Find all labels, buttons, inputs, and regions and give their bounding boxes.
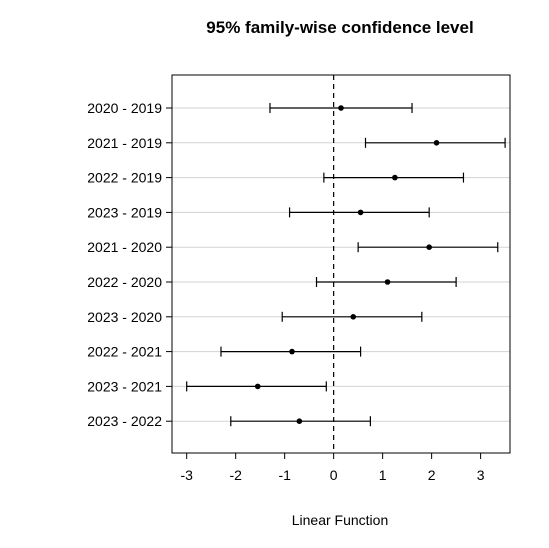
estimate-point	[426, 244, 432, 250]
estimate-point	[289, 348, 295, 355]
y-tick-label: 2022 - 2020	[87, 274, 162, 290]
estimate-point	[384, 279, 391, 285]
y-tick-label: 2023 - 2022	[87, 413, 162, 429]
y-tick-label: 2020 - 2019	[87, 100, 162, 116]
y-tick-label: 2023 - 2020	[87, 309, 162, 325]
x-axis-label: Linear Function	[292, 512, 389, 528]
x-axis: -3 -2 -1 0 1 2 3	[180, 453, 485, 483]
x-tick-label: -1	[278, 467, 291, 483]
y-tick-label: 2021 - 2019	[87, 135, 162, 151]
confidence-intervals	[186, 103, 506, 427]
x-tick-label: -3	[180, 467, 193, 483]
x-tick-label: -2	[229, 467, 242, 483]
estimate-point	[296, 418, 303, 425]
y-axis: 2020 - 2019 2021 - 2019 2022 - 2019 2023 - …	[87, 100, 172, 429]
x-tick-label: 1	[379, 467, 387, 483]
y-tick-label: 2022 - 2021	[87, 344, 162, 360]
estimate-point	[392, 174, 398, 181]
estimate-point	[350, 314, 357, 320]
estimate-point	[357, 209, 364, 216]
grid-lines	[172, 107, 510, 422]
x-tick-label: 3	[477, 467, 485, 483]
y-tick-label: 2022 - 2019	[87, 170, 162, 186]
plot-frame	[171, 74, 511, 454]
estimate-point	[338, 105, 344, 111]
estimate-point	[433, 140, 440, 146]
y-tick-label: 2023 - 2019	[87, 204, 162, 220]
chart-title: 95% family-wise confidence level	[206, 18, 473, 37]
estimate-point	[254, 383, 261, 390]
x-tick-label: 2	[428, 467, 436, 483]
y-tick-label: 2023 - 2021	[87, 378, 162, 394]
x-tick-label: 0	[330, 467, 338, 483]
y-tick-label: 2021 - 2020	[87, 239, 162, 255]
